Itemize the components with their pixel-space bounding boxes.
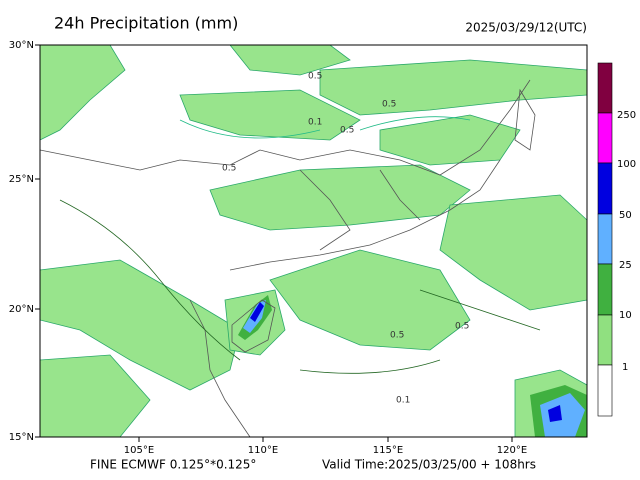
contour-label: 0.5 bbox=[455, 322, 469, 332]
contour-labels: 0.5 0.5 0.1 0.5 0.5 0.5 0.5 0.1 bbox=[222, 72, 469, 406]
model-info: FINE ECMWF 0.125°*0.125° bbox=[90, 458, 256, 472]
contour-label: 0.5 bbox=[222, 164, 236, 174]
colorbar-label: 100 bbox=[617, 159, 636, 170]
contour-label: 0.5 bbox=[340, 126, 354, 136]
contours bbox=[59, 116, 541, 374]
colorbar-segment bbox=[597, 364, 613, 417]
ticks bbox=[35, 44, 513, 442]
colorbar-label: 25 bbox=[619, 260, 632, 271]
colorbar-segment bbox=[597, 213, 613, 265]
contour-label: 0.1 bbox=[308, 118, 322, 128]
colorbar-label: 10 bbox=[619, 310, 632, 321]
contour-label: 0.5 bbox=[308, 72, 322, 82]
lon-label: 105°E bbox=[124, 445, 154, 456]
province-border bbox=[299, 169, 421, 251]
island bbox=[514, 88, 536, 151]
colorbar-label: 1 bbox=[622, 362, 628, 373]
colorbar-segment bbox=[597, 263, 613, 316]
precip-area-25 bbox=[540, 393, 585, 437]
timestamp: 2025/03/29/12(UTC) bbox=[465, 21, 587, 35]
contour bbox=[179, 116, 471, 139]
lat-label: 15°N bbox=[9, 432, 34, 443]
colorbar-segment bbox=[597, 314, 613, 366]
lat-label: 30°N bbox=[9, 40, 34, 51]
colorbar-label: 50 bbox=[619, 210, 632, 221]
precip-area bbox=[319, 59, 588, 116]
lat-label: 20°N bbox=[9, 304, 34, 315]
coastline bbox=[189, 299, 251, 438]
precip-area bbox=[39, 259, 241, 391]
island bbox=[231, 299, 276, 353]
lon-label: 110°E bbox=[248, 445, 278, 456]
precip-areas bbox=[39, 44, 588, 438]
map-frame bbox=[39, 44, 588, 438]
contour-label: 0.5 bbox=[390, 331, 404, 341]
boundary bbox=[39, 79, 531, 176]
heavy-precip bbox=[238, 295, 587, 437]
map-area: 0.5 0.5 0.1 0.5 0.5 0.5 0.5 0.1 bbox=[39, 44, 588, 438]
contour bbox=[59, 199, 541, 374]
colorbar-label: 250 bbox=[617, 110, 636, 121]
lon-label: 120°E bbox=[497, 445, 527, 456]
colorbar-segment bbox=[597, 112, 613, 164]
lat-label: 25°N bbox=[9, 174, 34, 185]
boundaries bbox=[39, 79, 536, 438]
contour-label: 0.5 bbox=[382, 100, 396, 110]
colorbar-segment bbox=[597, 62, 613, 114]
precip-area bbox=[179, 89, 361, 141]
precip-area-50 bbox=[548, 405, 562, 422]
valid-time: Valid Time:2025/03/25/00 + 108hrs bbox=[322, 458, 536, 472]
colorbar bbox=[597, 62, 613, 417]
coastline bbox=[229, 159, 501, 271]
precip-area bbox=[439, 194, 588, 311]
precip-area bbox=[269, 249, 471, 351]
precip-area-50 bbox=[250, 302, 264, 322]
contour-label: 0.1 bbox=[396, 396, 410, 406]
lon-label: 115°E bbox=[373, 445, 403, 456]
colorbar-segment bbox=[597, 162, 613, 215]
title: 24h Precipitation (mm) bbox=[54, 14, 238, 33]
